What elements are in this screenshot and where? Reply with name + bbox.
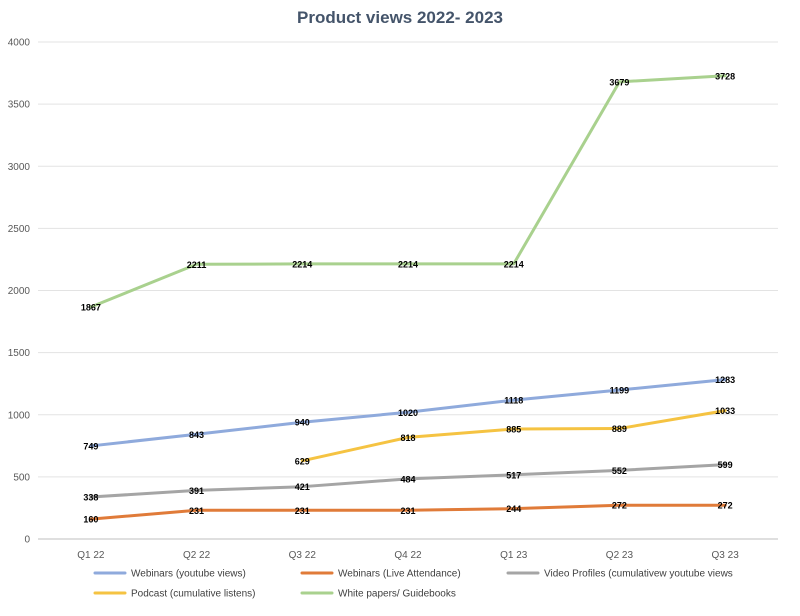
data-label: 3679	[609, 77, 629, 87]
data-label: 272	[718, 501, 733, 511]
data-label: 1118	[504, 396, 523, 406]
legend-label: White papers/ Guidebooks	[338, 589, 456, 600]
legend: Webinars (youtube views) Webinars (Live A…	[93, 569, 733, 600]
y-tick-label: 3500	[8, 100, 31, 111]
legend-label: Webinars (Live Attendance)	[338, 569, 461, 580]
data-label: 599	[718, 460, 733, 470]
data-label: 1033	[715, 406, 735, 416]
data-labels: 749 843 940 1020 1118 1199 1283 160 231 231 231 244…	[81, 71, 735, 524]
y-tick-label: 3000	[8, 162, 31, 173]
data-label: 517	[506, 470, 521, 480]
data-label: 231	[189, 506, 204, 516]
y-tick-label: 2500	[8, 224, 31, 235]
gridlines	[38, 41, 778, 540]
data-label: 2214	[504, 259, 524, 269]
data-label: 1867	[81, 303, 101, 313]
data-label: 2214	[292, 259, 312, 269]
data-label: 2211	[187, 260, 207, 270]
series-line	[89, 503, 727, 521]
data-label: 552	[612, 466, 627, 476]
y-tick-label: 1000	[8, 410, 31, 421]
legend-label: Video Profiles (cumulativew youtube view…	[544, 569, 733, 580]
data-label: 231	[295, 506, 310, 516]
x-tick-label: Q1 22	[77, 550, 105, 561]
data-label: 3728	[715, 71, 735, 81]
series-line	[89, 378, 727, 448]
data-label: 338	[83, 493, 98, 503]
series-lines	[89, 74, 727, 521]
data-label: 272	[612, 501, 627, 511]
x-tick-label: Q3 23	[712, 550, 740, 561]
legend-label: Webinars (youtube views)	[131, 569, 246, 580]
data-label: 421	[295, 482, 310, 492]
data-label: 885	[506, 425, 521, 435]
data-label: 231	[400, 506, 415, 516]
data-label: 629	[295, 456, 310, 466]
data-label: 391	[189, 486, 204, 496]
x-tick-label: Q4 22	[394, 550, 422, 561]
data-label: 749	[83, 441, 98, 451]
data-label: 160	[83, 515, 98, 525]
x-tick-label: Q2 22	[183, 550, 211, 561]
data-label: 484	[400, 474, 415, 484]
legend-label: Podcast (cumulative listens)	[131, 589, 256, 600]
y-tick-label: 2000	[8, 286, 31, 297]
data-label: 889	[612, 424, 627, 434]
data-label: 1020	[398, 408, 418, 418]
series-line	[89, 74, 727, 309]
y-axis-ticks: 0 500 1000 1500 2000 2500 3000 3500 4000	[8, 38, 31, 546]
data-label: 244	[506, 504, 521, 514]
y-tick-label: 4000	[8, 38, 31, 49]
series-line	[300, 409, 727, 463]
x-tick-label: Q3 22	[289, 550, 317, 561]
data-label: 1199	[610, 386, 630, 396]
chart-title: Product views 2022- 2023	[297, 8, 503, 27]
x-axis-ticks: Q1 22 Q2 22 Q3 22 Q4 22 Q1 23 Q2 23 Q3 23	[77, 550, 739, 561]
data-label: 1283	[715, 375, 735, 385]
y-tick-label: 500	[13, 472, 30, 483]
y-tick-label: 1500	[8, 348, 31, 359]
data-label: 843	[189, 430, 204, 440]
x-tick-label: Q2 23	[606, 550, 634, 561]
data-label: 2214	[398, 259, 418, 269]
y-tick-label: 0	[24, 535, 30, 546]
data-label: 940	[295, 418, 310, 428]
data-label: 818	[400, 433, 415, 443]
x-tick-label: Q1 23	[500, 550, 528, 561]
series-line	[89, 463, 727, 499]
